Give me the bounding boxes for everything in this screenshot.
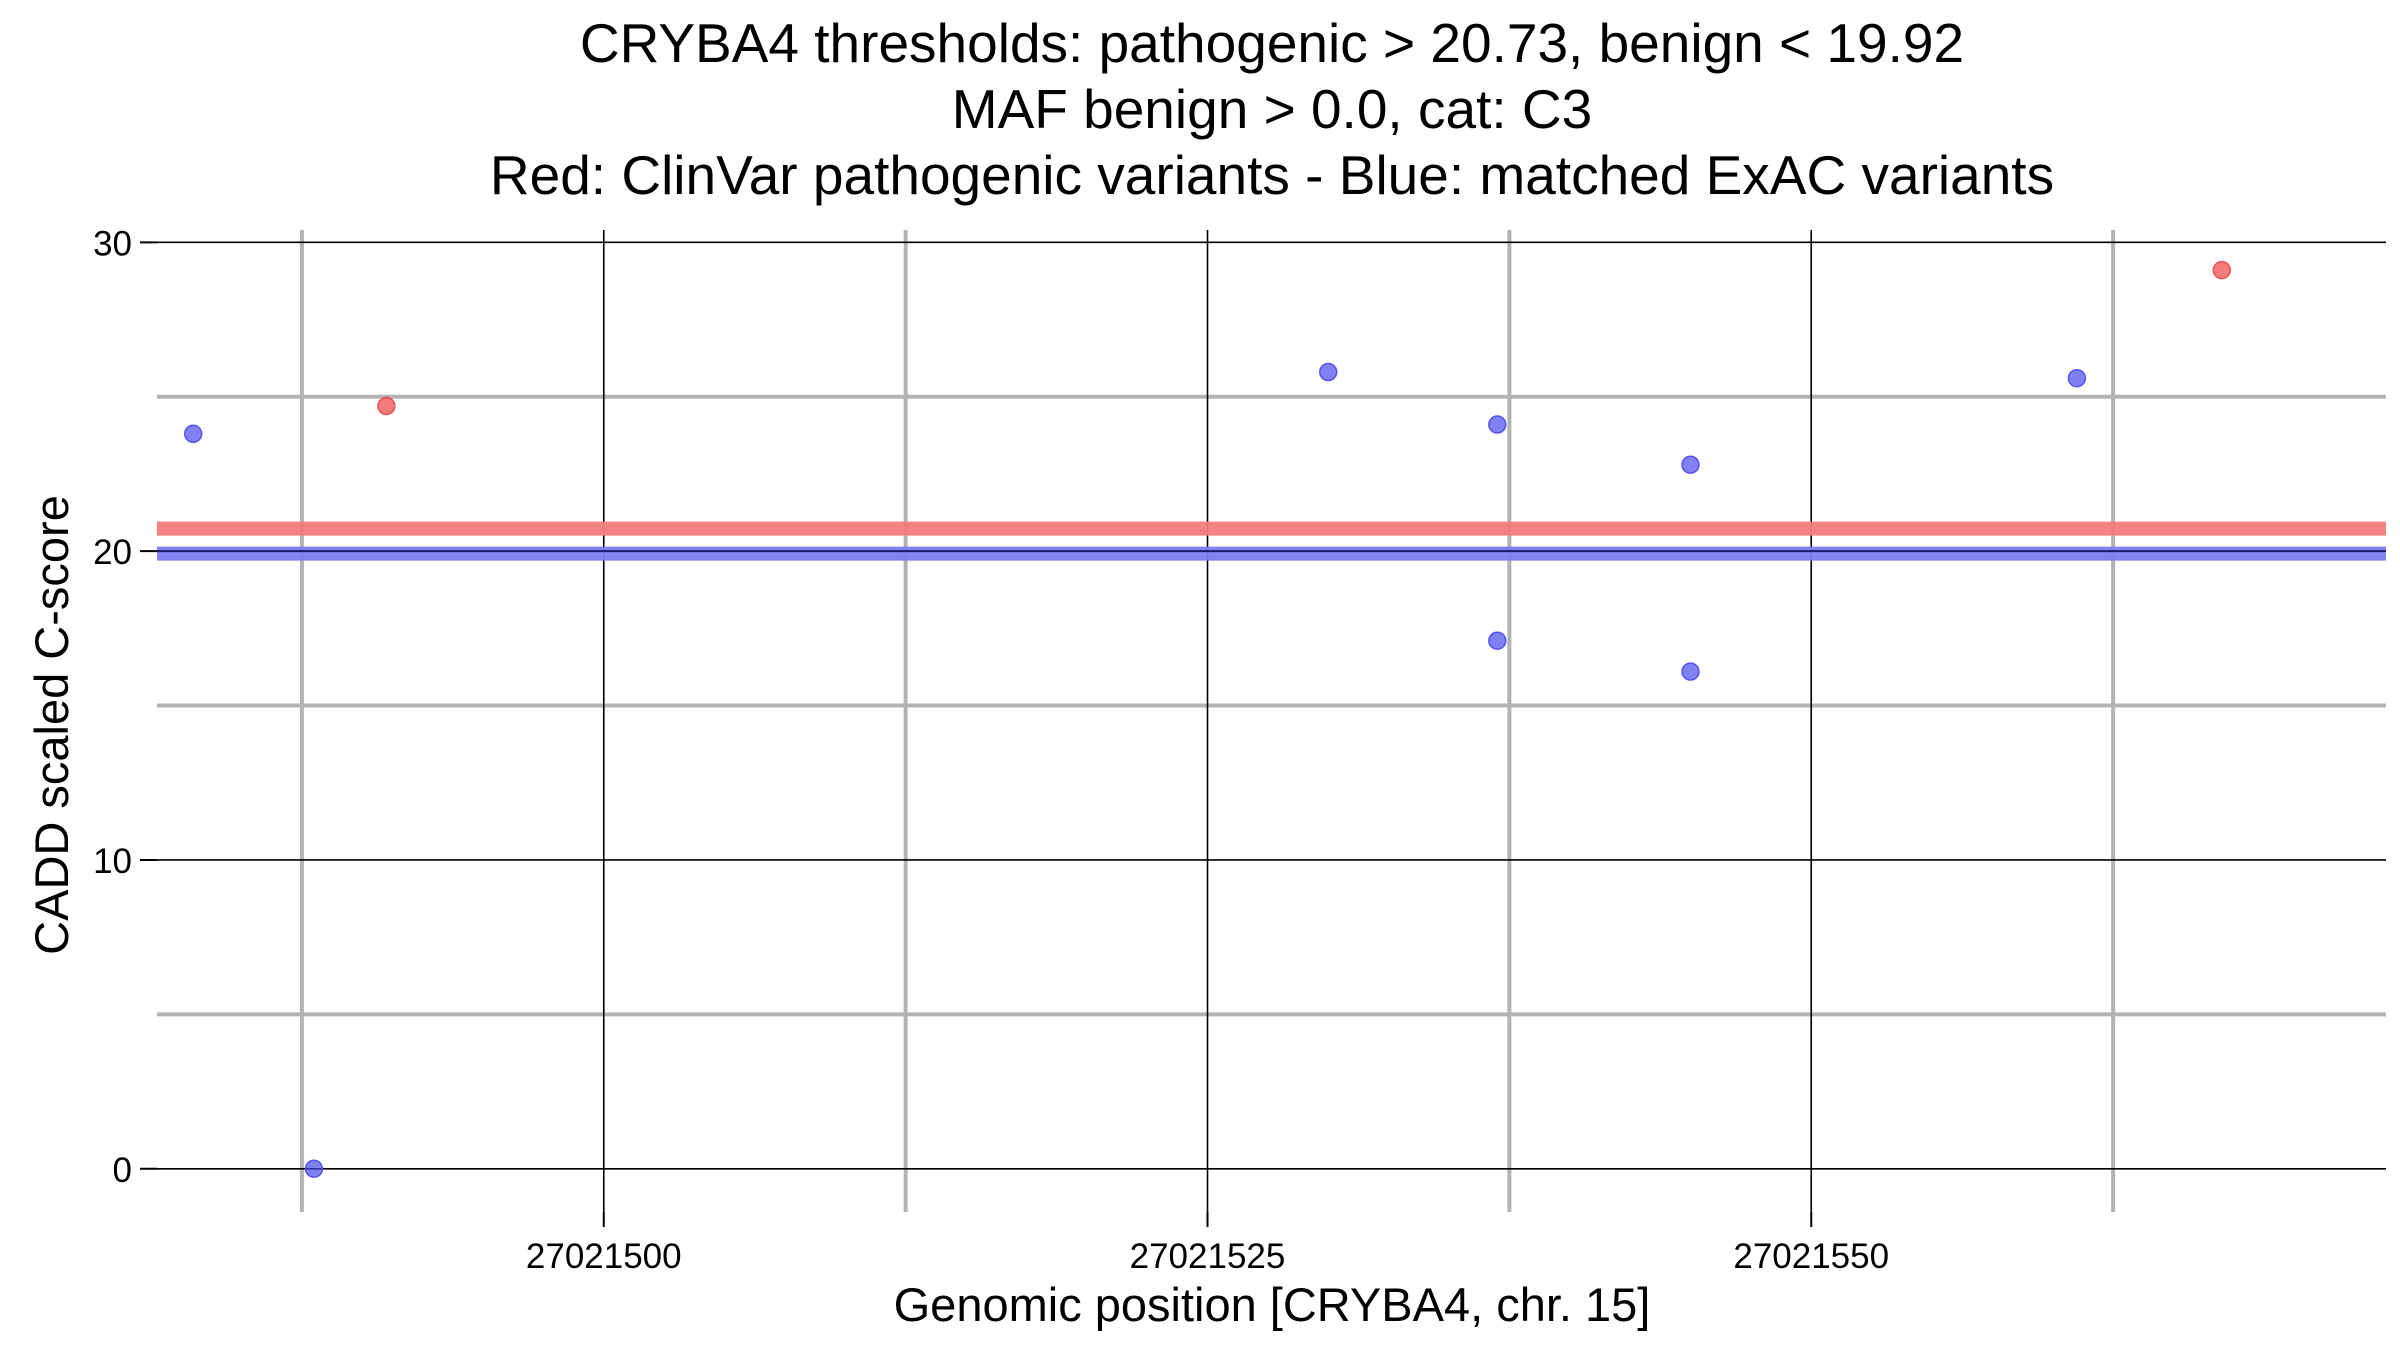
exac-point [1319, 362, 1338, 382]
chart-title: CRYBA4 thresholds: pathogenic > 20.73, b… [490, 12, 2054, 206]
title-line-1: CRYBA4 thresholds: pathogenic > 20.73, b… [580, 12, 1964, 74]
y-axis-label: CADD scaled C-score [25, 495, 78, 955]
y-tick-label: 0 [113, 1151, 132, 1190]
y-tick-label: 20 [93, 533, 132, 572]
title-line-3: Red: ClinVar pathogenic variants - Blue:… [490, 144, 2054, 206]
x-tick-label: 27021550 [1733, 1237, 1889, 1276]
y-tick-label: 10 [93, 842, 132, 881]
exac-point [1681, 662, 1700, 681]
exac-point [183, 424, 203, 444]
pathogenic-point [2212, 260, 2232, 280]
exac-point [1488, 415, 1507, 434]
major-gridlines [157, 230, 2386, 1212]
title-line-2: MAF benign > 0.0, cat: C3 [952, 78, 1592, 140]
y-axis: 0 10 20 30 [93, 224, 157, 1190]
x-axis-label: Genomic position [CRYBA4, chr. 15] [894, 1278, 1651, 1331]
pathogenic-threshold-band [157, 521, 2386, 536]
threshold-bands [157, 521, 2386, 561]
minor-gridlines [157, 230, 2386, 1212]
exac-point [1488, 631, 1507, 650]
x-tick-label: 27021500 [526, 1237, 682, 1276]
x-axis: 27021500 27021525 27021550 [526, 1212, 1889, 1276]
data-points [183, 260, 2232, 1179]
x-tick-label: 27021525 [1130, 1237, 1286, 1276]
exac-point [1681, 455, 1700, 474]
exac-point [304, 1159, 324, 1179]
exac-point [2067, 368, 2087, 388]
pathogenic-point [377, 396, 396, 416]
y-tick-label: 30 [93, 224, 132, 263]
benign-threshold-band [157, 546, 2386, 561]
